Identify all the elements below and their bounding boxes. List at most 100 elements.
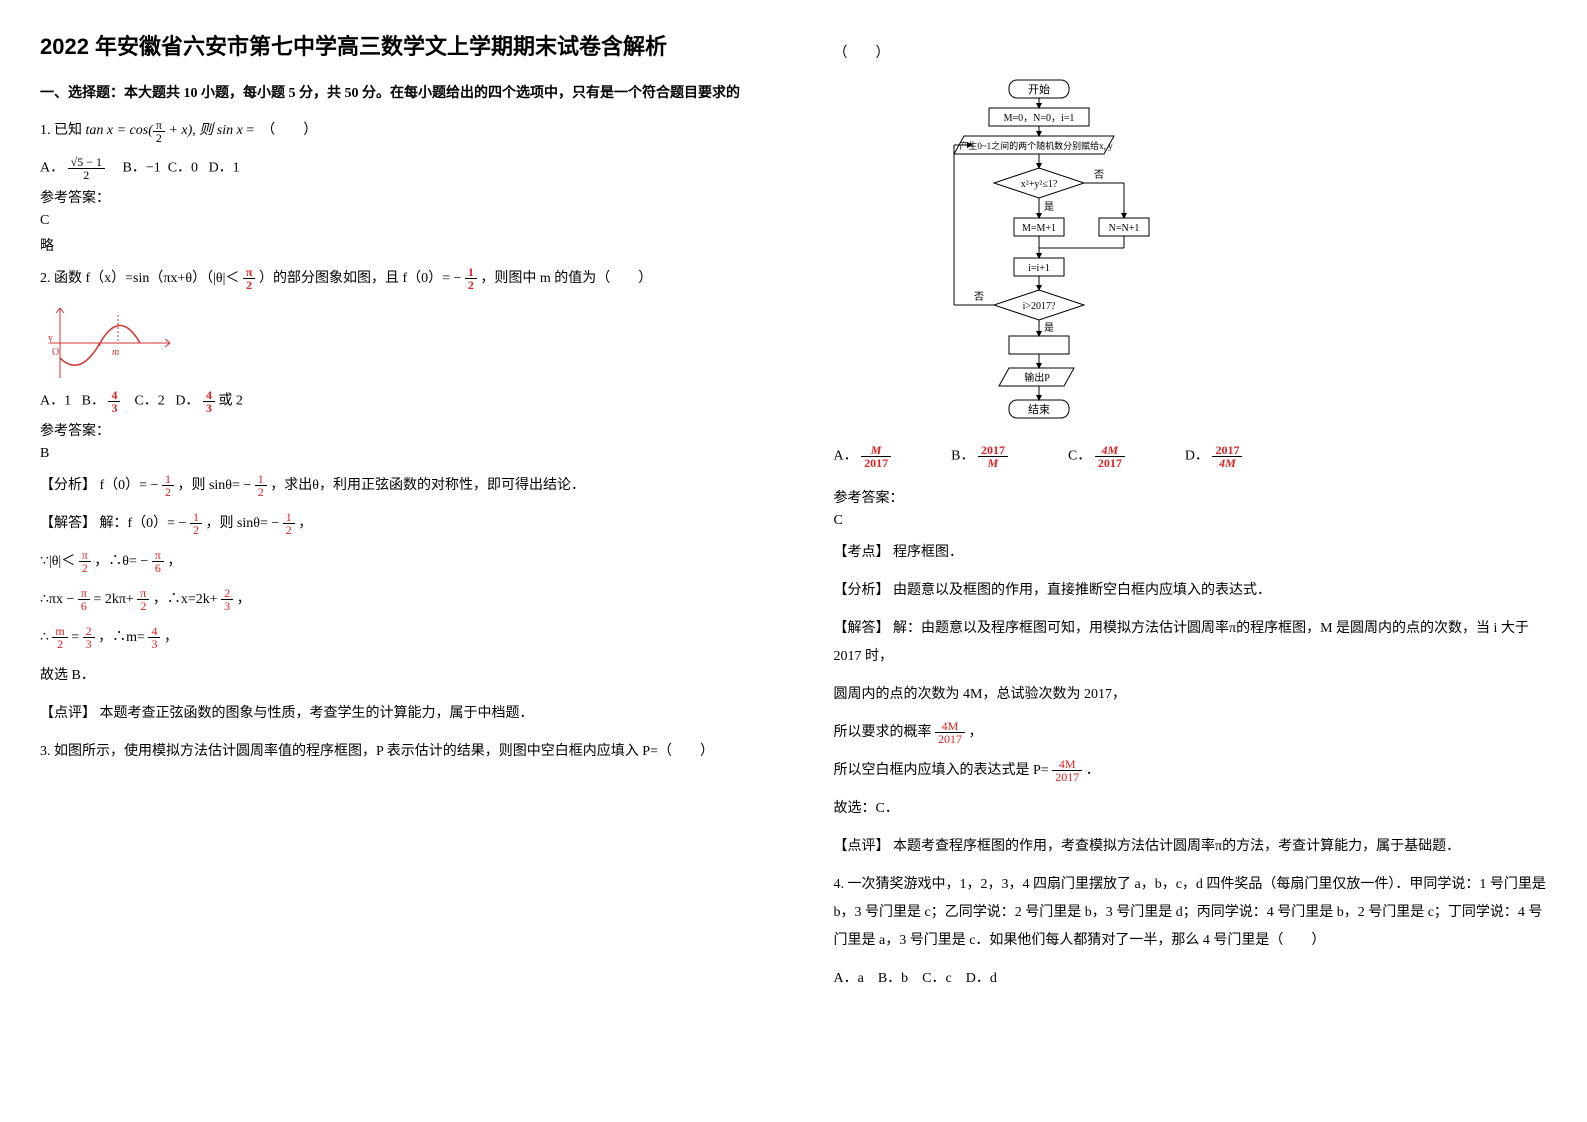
q2-m-a: ∴ xyxy=(40,630,49,645)
q3-rev-label: 【点评】 xyxy=(834,839,890,854)
q2-23-num: 2 xyxy=(221,587,233,600)
q2-sine-graph: y O m xyxy=(40,303,180,383)
q1-optA-num: √5 − 1 xyxy=(68,156,105,169)
q2-x-a: ∴πx − xyxy=(40,592,74,607)
q2-stem-c: ，则图中 m 的值为（ ） xyxy=(480,271,652,286)
q1-optB: B．−1 xyxy=(122,160,160,175)
left-column: 2022 年安徽省六安市第七中学高三数学文上学期期末试卷含解析 一、选择题：本大… xyxy=(0,0,794,1122)
flow-cond2: i>2017? xyxy=(1022,301,1055,312)
q1-ans: C xyxy=(40,213,754,229)
flow-ipp: i=i+1 xyxy=(1028,263,1050,274)
q2-m-num: m xyxy=(52,625,67,638)
q2-optB-label: B． xyxy=(82,393,105,408)
q3-sol4a: 所以空白框内应填入的表达式是 P= xyxy=(834,763,1049,778)
q2-analysis-a: f（0）= − xyxy=(100,478,159,493)
question-2: 2. 函数 f（x）=sin（πx+θ）（|θ|＜ π 2 ）的部分图象如图，且 … xyxy=(40,265,754,293)
q2-optD-den: 3 xyxy=(203,402,215,414)
q3-optB-label: B． xyxy=(951,449,974,464)
q2-optD-label: D． xyxy=(175,393,199,408)
q3-sol2: 圆周内的点的次数为 4M，总试验次数为 2017， xyxy=(834,681,1548,709)
section-1-heading: 一、选择题：本大题共 10 小题，每小题 5 分，共 50 分。在每小题给出的四… xyxy=(40,83,754,105)
q2-review: 【点评】 本题考查正弦函数的图象与性质，考查学生的计算能力，属于中档题． xyxy=(40,700,754,728)
q2-x-c: ，∴x=2k+ xyxy=(153,592,218,607)
q3-optD-den: 4M xyxy=(1212,457,1242,469)
svg-text:y: y xyxy=(48,333,53,344)
right-column: （ ） 开始 M=0，N=0，i=1 产生0~1之间的两个随机数分别赋给x, y… xyxy=(794,0,1587,1122)
q3-sol3a: 所以要求的概率 xyxy=(834,725,932,740)
q3-sol3: 所以要求的概率 4M2017 ， xyxy=(834,719,1548,747)
flow-out: 输出P xyxy=(1024,371,1050,384)
q2-review-label: 【点评】 xyxy=(40,706,96,721)
q2-analysis-c: ，求出θ，利用正弦函数的对称性，即可得出结论． xyxy=(270,478,585,493)
q3-an-label: 【分析】 xyxy=(834,583,890,598)
q2-half-num: 1 xyxy=(465,266,477,279)
q2-pi2-num: π xyxy=(243,266,256,279)
q2-solve-1: 【解答】 解：f（0）= − 12 ，则 sinθ= − 12 ， xyxy=(40,510,754,538)
q2-43-num: 4 xyxy=(148,625,160,638)
q3-optA-label: A． xyxy=(834,449,858,464)
q3-kd: 【考点】 程序框图． xyxy=(834,539,1548,567)
question-4-opts: A．a B．b C．c D．d xyxy=(834,965,1548,993)
flow-end: 结束 xyxy=(1028,403,1050,416)
flow-cond1: x²+y²≤1? xyxy=(1020,179,1057,190)
q2-solve-c: ， xyxy=(298,516,312,531)
q2-options: A．1 B． 43 C．2 D． 43 或 2 xyxy=(40,389,754,414)
flow-yes2: 是 xyxy=(1044,322,1054,334)
q2-optC: C．2 xyxy=(134,393,164,408)
page-title: 2022 年安徽省六安市第七中学高三数学文上学期期末试卷含解析 xyxy=(40,30,754,63)
q2-optD-num: 4 xyxy=(203,389,215,402)
q2-optB-den: 3 xyxy=(108,402,120,414)
q2-ans-label: 参考答案： xyxy=(40,420,754,440)
q3-optA-den: 2017 xyxy=(861,457,891,469)
q2-analysis-b: ，则 sinθ= − xyxy=(177,478,251,493)
q2-review-text: 本题考查正弦函数的图象与性质，考查学生的计算能力，属于中档题． xyxy=(100,706,534,721)
question-3-stem: 3. 如图所示，使用模拟方法估计圆周率值的程序框图，P 表示估计的结果，则图中空… xyxy=(40,738,754,766)
q2-optA: A．1 xyxy=(40,393,71,408)
q1-stem-post: = （ ） xyxy=(246,124,317,139)
q2-theta-c: ， xyxy=(167,554,181,569)
q1-options: A． √5 − 12 B．−1 C．0 D．1 xyxy=(40,156,754,181)
flow-no1: 否 xyxy=(1094,169,1104,181)
q1-ans-label: 参考答案： xyxy=(40,187,754,207)
q3-conclude: 故选：C． xyxy=(834,795,1548,823)
q2-analysis: 【分析】 f（0）= − 12 ，则 sinθ= − 12 ，求出θ，利用正弦函… xyxy=(40,472,754,500)
q2-x-line: ∴πx − π6 = 2kπ+ π2 ，∴x=2k+ 23 ， xyxy=(40,586,754,614)
q2-theta-line: ∵|θ|＜ π2 ，∴θ= − π6 ， xyxy=(40,548,754,576)
q3-optC-label: C． xyxy=(1068,449,1091,464)
q3-rev-text: 本题考查程序框图的作用，考查模拟方法估计圆周率π的方法，考查计算能力，属于基础题… xyxy=(893,839,1460,854)
flow-start: 开始 xyxy=(1028,82,1050,96)
q3-sol1-text: 解：由题意以及程序框图可知，用模拟方法估计圆周率π的程序框图，M 是圆周内的点的… xyxy=(834,621,1529,664)
q2-stem-a: 2. 函数 f（x）=sin（πx+θ）（|θ|＜ xyxy=(40,271,239,286)
q3-flowchart: 开始 M=0，N=0，i=1 产生0~1之间的两个随机数分别赋给x, y x²+… xyxy=(894,78,1194,438)
svg-text:m: m xyxy=(112,347,119,358)
q3-sol4-den: 2017 xyxy=(1052,771,1082,783)
q2-theta-a: ∵|θ|＜ xyxy=(40,554,75,569)
q2-stem-b: ）的部分图象如图，且 f（0）= − xyxy=(259,271,461,286)
question-1: 1. 已知 tan x = cos(π2 + x), 则 sin x = （ ） xyxy=(40,117,754,145)
q3-ans-label: 参考答案： xyxy=(834,487,1548,507)
question-4-stem: 4. 一次猜奖游戏中，1，2，3，4 四扇门里摆放了 a，b，c，d 四件奖品（… xyxy=(834,871,1548,955)
q2-analysis-label: 【分析】 xyxy=(40,478,96,493)
flow-npp: N=N+1 xyxy=(1108,223,1139,234)
q3-sol3b: ， xyxy=(969,725,983,740)
q2-m-eq: = xyxy=(71,630,79,645)
q3-kd-label: 【考点】 xyxy=(834,545,890,560)
flow-mpp: M=M+1 xyxy=(1021,223,1055,234)
q3-optB-den: M xyxy=(978,457,1008,469)
svg-text:O: O xyxy=(52,347,59,358)
q2-pi6-den: 6 xyxy=(152,562,164,574)
q2-optD-post: 或 2 xyxy=(218,393,243,408)
q3-kd-text: 程序框图． xyxy=(893,545,963,560)
q2-m-c: ，∴m= xyxy=(98,630,145,645)
q1-optA-den: 2 xyxy=(68,169,105,181)
q3-options: A． M2017 B． 2017M C． 4M2017 D． 20174M xyxy=(834,444,1548,469)
q2-optB-num: 4 xyxy=(108,389,120,402)
flow-rand: 产生0~1之间的两个随机数分别赋给x, y xyxy=(959,140,1113,151)
q2-m-line: ∴ m2 = 23 ，∴m= 43 ， xyxy=(40,624,754,652)
q2-x-d: ， xyxy=(237,592,251,607)
q3-ans: C xyxy=(834,513,1548,529)
q3-sol1: 【解答】 解：由题意以及程序框图可知，用模拟方法估计圆周率π的程序框图，M 是圆… xyxy=(834,615,1548,671)
q3-an: 【分析】 由题意以及框图的作用，直接推断空白框内应填入的表达式． xyxy=(834,577,1548,605)
q2-solve-label: 【解答】 xyxy=(40,516,96,531)
q2-half-den: 2 xyxy=(465,279,477,291)
